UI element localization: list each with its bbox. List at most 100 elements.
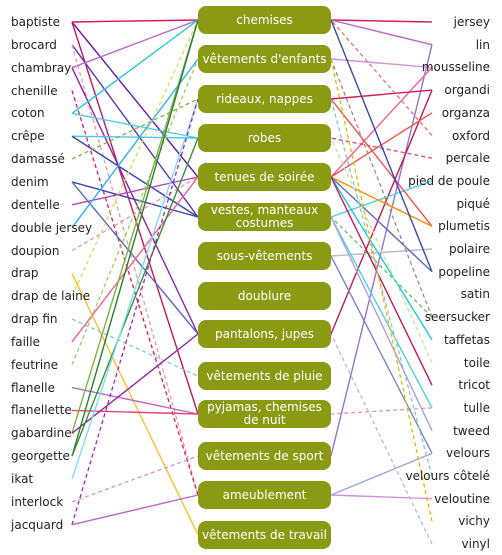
fabric-label-velours: velours	[446, 446, 490, 461]
link-left-15-1	[71, 58, 199, 365]
usage-box-vetements-de-pluie: vêtements de pluie	[198, 362, 331, 390]
fabric-label-doupion: doupion	[11, 243, 60, 258]
fabric-label-dentelle: dentelle	[11, 197, 60, 212]
link-left-4-0	[71, 19, 199, 114]
fabric-label-interlock: interlock	[11, 494, 64, 509]
link-left-16-10	[71, 386, 199, 415]
link-right-6-3	[330, 137, 433, 159]
link-right-1-0	[330, 19, 433, 46]
link-left-0-4	[71, 21, 199, 178]
link-right-16-4	[330, 176, 433, 386]
link-right-11-4	[330, 176, 433, 273]
link-left-5-3	[71, 135, 199, 139]
link-left-11-13	[71, 273, 199, 536]
link-left-7-5	[71, 181, 199, 218]
link-right-2-1	[330, 58, 433, 69]
link-left-14-4	[71, 176, 199, 343]
fabric-label-tulle: tulle	[463, 400, 490, 415]
usage-box-vetements-d-enfants: vêtements d'enfants	[198, 45, 331, 73]
fabric-label-feutrine: feutrine	[11, 357, 59, 372]
link-right-10-6	[330, 248, 433, 257]
fabric-label-drap: drap	[11, 266, 39, 281]
fabric-label-satin: satin	[460, 287, 490, 302]
fabric-label-georgette: georgette	[11, 449, 70, 464]
usage-box-rideaux-nappes: rideaux, nappes	[198, 85, 331, 113]
fabric-label-veloutine: veloutine	[434, 491, 490, 506]
link-right-23-8	[330, 333, 433, 545]
fabric-label-vichy: vichy	[458, 514, 490, 529]
usage-box-ameublement: ameublement	[198, 481, 331, 509]
fabric-label-oxford: oxford	[452, 128, 490, 143]
link-left-21-11	[71, 455, 199, 503]
usage-box-vetements-de-sport: vêtements de sport	[198, 442, 331, 470]
usage-box-tenues-de-soiree: tenues de soirée	[198, 163, 331, 191]
fabric-label-toile: toile	[463, 355, 490, 370]
fabric-label-polaire: polaire	[448, 242, 490, 256]
link-left-0-0	[71, 19, 199, 23]
fabric-label-organza: organza	[441, 105, 490, 120]
link-left-0-10	[71, 21, 199, 415]
fabric-label-pied-de-poule: pied de poule	[408, 173, 490, 188]
fabric-label-chambray: chambray	[11, 60, 72, 75]
fabric-label-vinyl: vinyl	[461, 537, 490, 552]
link-left-12-0	[71, 19, 199, 297]
fabric-label-organdi: organdi	[444, 83, 490, 98]
link-left-1-12	[71, 44, 199, 496]
link-left-4-3	[71, 112, 199, 139]
usage-box-chemises: chemises	[198, 6, 331, 34]
link-right-3-2	[330, 89, 433, 100]
fabric-label-jacquard: jacquard	[11, 517, 64, 532]
link-left-20-2	[71, 98, 199, 480]
link-left-7-8	[71, 181, 199, 335]
fabric-label-faille: faille	[11, 334, 40, 349]
link-right-17-10	[330, 407, 433, 415]
link-left-3-12	[71, 90, 199, 496]
fabric-label-plumetis: plumetis	[438, 219, 490, 234]
fabric-label-double-jersey: double jersey	[11, 220, 93, 235]
fabric-label-denim: denim	[11, 174, 49, 189]
fabric-label-taffetas: taffetas	[443, 332, 490, 347]
fabric-label-flanelle: flanelle	[11, 380, 55, 395]
fabric-label-gabardine: gabardine	[11, 426, 72, 441]
link-right-9-4	[330, 176, 433, 227]
fabric-label-tweed: tweed	[453, 423, 490, 438]
link-right-13-1	[330, 58, 433, 318]
fabric-label-coton: coton	[11, 106, 45, 121]
fabric-label-baptiste: baptiste	[11, 15, 60, 29]
link-right-11-0	[330, 19, 433, 272]
link-right-9-2	[330, 98, 433, 227]
link-right-20-2	[330, 98, 433, 477]
link-right-17-5	[330, 216, 433, 409]
link-right-2-4	[330, 66, 433, 178]
link-right-13-5	[330, 216, 433, 318]
fabric-label-flanellette: flanellette	[11, 403, 72, 418]
link-right-21-12	[330, 494, 433, 500]
link-left-1-5	[71, 44, 199, 218]
fabric-label-mousseline: mousseline	[421, 60, 490, 75]
link-right-5-0	[330, 19, 433, 136]
fabric-label-tricot: tricot	[458, 378, 490, 393]
link-right-3-8	[330, 89, 433, 335]
link-left-18-0	[71, 19, 199, 434]
fabric-label-ikat: ikat	[11, 472, 34, 486]
link-right-0-0	[330, 19, 433, 23]
link-left-6-2	[71, 98, 199, 160]
usage-box-pyjamas-chemises-de-nuit: pyjamas, chemises de nuit	[198, 400, 331, 428]
usage-box-vestes-manteaux-costumes: vestes, manteaux costumes	[198, 203, 331, 231]
fabric-label-popeline: popeline	[438, 264, 490, 279]
link-right-19-6	[330, 255, 433, 454]
usage-box-pantalons-jupes: pantalons, jupes	[198, 320, 331, 348]
link-left-17-10	[71, 409, 199, 415]
link-left-2-0	[71, 19, 199, 69]
fabric-label-jersey: jersey	[453, 15, 490, 29]
fabric-label-pique: piqué	[456, 196, 490, 211]
fabric-label-lin: lin	[475, 37, 490, 52]
link-left-13-9	[71, 318, 199, 377]
link-right-15-3	[330, 137, 433, 363]
usage-box-sous-vetements: sous-vêtements	[198, 242, 331, 270]
link-right-22-1	[330, 58, 433, 522]
link-right-19-12	[330, 452, 433, 496]
fabric-label-percale: percale	[445, 151, 490, 166]
usage-box-doublure: doublure	[198, 282, 331, 310]
